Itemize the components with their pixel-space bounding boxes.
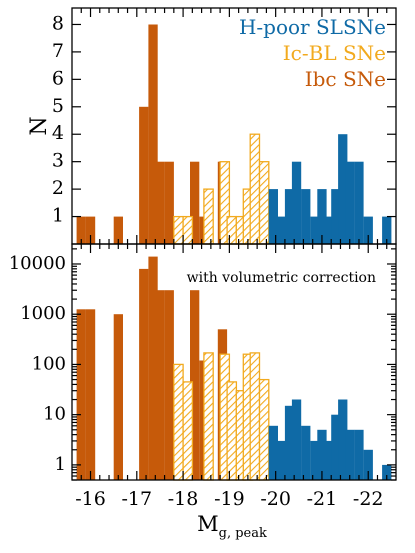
bar-h-poor-slsne xyxy=(291,161,302,244)
bar-h-poor-slsne xyxy=(310,440,320,480)
bar-h-poor-slsne xyxy=(278,440,288,480)
top-y-axis-label: N xyxy=(27,116,52,135)
volumetric-annotation: with volumetric correction xyxy=(187,270,376,286)
y-tick-label: 8 xyxy=(52,12,64,34)
y-tick-label: 2 xyxy=(52,177,64,199)
bar-h-poor-slsne xyxy=(345,429,355,480)
bar-ic-bl-sne xyxy=(258,161,270,245)
bar-h-poor-slsne xyxy=(324,440,334,480)
bar-h-poor-slsne xyxy=(338,134,348,244)
bar-ibc-sne xyxy=(190,161,200,244)
x-axis-label: Mg, peak xyxy=(197,512,267,541)
bar-h-poor-slsne xyxy=(382,464,392,480)
bar-ibc-sne xyxy=(148,24,158,244)
x-tick-label: -16 xyxy=(75,488,106,510)
y-tick-label: 6 xyxy=(52,67,64,89)
bar-ibc-sne xyxy=(85,309,96,480)
x-axis-label-subscript: g, peak xyxy=(219,526,267,541)
bar-h-poor-slsne xyxy=(354,429,364,480)
bar-ic-bl-sne xyxy=(226,215,238,245)
y-tick-label: 5 xyxy=(52,95,64,117)
x-tick-label: -17 xyxy=(121,488,152,510)
legend: H-poor SLSNe Ic-BL SNe Ibc SNe xyxy=(239,15,386,91)
bar-h-poor-slsne xyxy=(354,161,364,244)
bar-h-poor-slsne xyxy=(317,429,327,480)
bar-ic-bl-sne xyxy=(182,215,194,245)
bar-ibc-sne xyxy=(76,216,86,244)
y-tick-label: 10 xyxy=(43,404,66,425)
y-tick-label: 7 xyxy=(52,40,64,62)
bar-h-poor-slsne xyxy=(301,189,311,244)
axis-ticks: 1 2 3 4 5 6 7 8 1 10 100 1000 10000 -16 -17 -18 -19 -20 -2… xyxy=(9,8,396,510)
bar-h-poor-slsne xyxy=(338,399,348,480)
bar-h-poor-slsne xyxy=(324,216,334,244)
top-panel-bars xyxy=(76,24,392,245)
legend-entry-ic-bl-sne: Ic-BL SNe xyxy=(283,41,386,65)
bar-ic-bl-sne xyxy=(203,188,214,245)
bar-ibc-sne xyxy=(85,216,96,244)
x-tick-label: -22 xyxy=(353,488,384,510)
bar-ibc-sne xyxy=(113,314,123,480)
bar-h-poor-slsne xyxy=(278,216,288,244)
x-axis-label-main: M xyxy=(197,512,219,536)
bar-ic-bl-sne xyxy=(173,363,184,481)
bar-h-poor-slsne xyxy=(363,449,373,480)
bottom-panel-frame xyxy=(71,243,397,481)
bar-ibc-sne xyxy=(139,106,149,244)
bar-h-poor-slsne xyxy=(268,425,278,480)
bar-h-poor-slsne xyxy=(317,189,327,244)
bar-h-poor-slsne xyxy=(291,399,302,480)
bar-h-poor-slsne xyxy=(268,189,278,244)
legend-entry-ibc-sne: Ibc SNe xyxy=(305,67,386,91)
bar-ibc-sne xyxy=(139,268,149,480)
bar-ibc-sne xyxy=(148,256,158,480)
bar-ic-bl-sne xyxy=(249,352,261,481)
bar-ic-bl-sne xyxy=(258,378,270,481)
bar-h-poor-slsne xyxy=(382,216,392,244)
y-tick-label: 10000 xyxy=(9,253,66,274)
bar-h-poor-slsne xyxy=(284,405,295,480)
bottom-panel-bars xyxy=(76,256,392,481)
bar-ic-bl-sne xyxy=(173,215,184,245)
legend-entry-h-poor-slsne: H-poor SLSNe xyxy=(239,15,386,39)
y-tick-label: 4 xyxy=(52,122,64,144)
y-tick-label: 3 xyxy=(52,150,64,172)
x-tick-label: -18 xyxy=(168,488,199,510)
y-tick-label: 1 xyxy=(55,454,66,475)
bar-h-poor-slsne xyxy=(331,189,341,244)
y-tick-label: 100 xyxy=(32,353,66,374)
bar-ic-bl-sne xyxy=(249,133,261,245)
bar-ibc-sne xyxy=(164,161,174,244)
bar-ibc-sne xyxy=(155,290,165,480)
x-tick-label: -19 xyxy=(214,488,245,510)
x-tick-label: -21 xyxy=(307,488,338,510)
x-tick-label: -20 xyxy=(260,488,291,510)
bar-h-poor-slsne xyxy=(301,425,311,480)
bar-ic-bl-sne xyxy=(182,381,194,481)
bar-ic-bl-sne xyxy=(226,381,238,481)
bar-ibc-sne xyxy=(190,290,200,480)
bar-h-poor-slsne xyxy=(363,216,373,244)
bar-ibc-sne xyxy=(113,216,123,244)
bar-h-poor-slsne xyxy=(345,161,355,244)
bar-h-poor-slsne xyxy=(284,189,295,244)
bar-ibc-sne xyxy=(164,290,174,480)
bar-ibc-sne xyxy=(76,309,86,480)
y-tick-label: 1000 xyxy=(20,303,66,324)
bar-h-poor-slsne xyxy=(310,216,320,244)
y-tick-label: 1 xyxy=(52,205,64,227)
bar-ibc-sne xyxy=(155,161,165,244)
bar-h-poor-slsne xyxy=(331,414,341,480)
bar-ic-bl-sne xyxy=(203,352,214,481)
